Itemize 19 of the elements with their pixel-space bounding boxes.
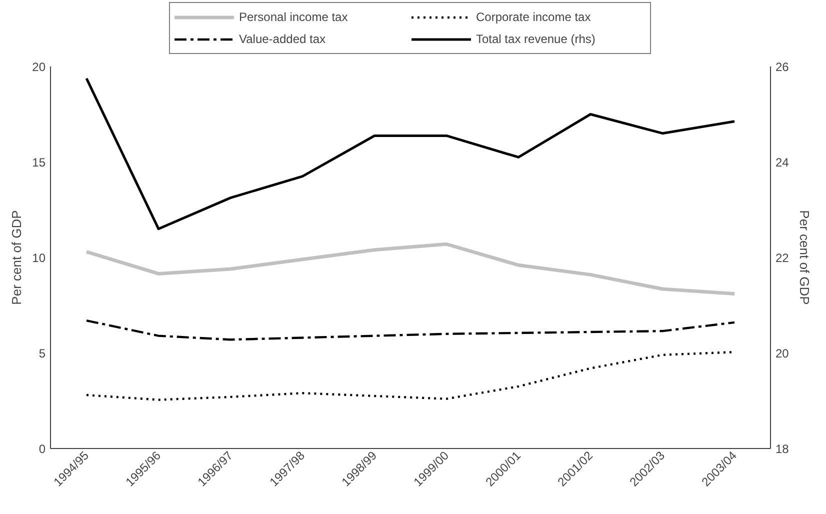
y-tick-label: 15 <box>32 156 46 170</box>
legend-label: Personal income tax <box>239 10 349 24</box>
y2-tick-label: 18 <box>776 442 790 456</box>
line-series <box>84 242 736 296</box>
legend-label: Corporate income tax <box>476 10 592 24</box>
y2-tick-label: 26 <box>776 60 790 74</box>
y-tick-label: 0 <box>38 442 46 456</box>
y2-axis-title: Per cent of GDP <box>796 210 812 305</box>
line-series <box>85 77 736 230</box>
y-tick-label: 20 <box>32 60 46 74</box>
y-axis-title: Per cent of GDP <box>9 210 24 305</box>
legend-label: Value-added tax <box>239 32 327 46</box>
y-tick-label: 5 <box>38 346 46 360</box>
y2-tick-label: 24 <box>776 156 790 170</box>
y2-tick-label: 20 <box>776 346 790 360</box>
line-series <box>85 319 736 341</box>
y2-tick-label: 22 <box>776 251 790 265</box>
y-tick-label: 10 <box>32 251 46 265</box>
legend-label: Total tax revenue (rhs) <box>476 32 596 46</box>
